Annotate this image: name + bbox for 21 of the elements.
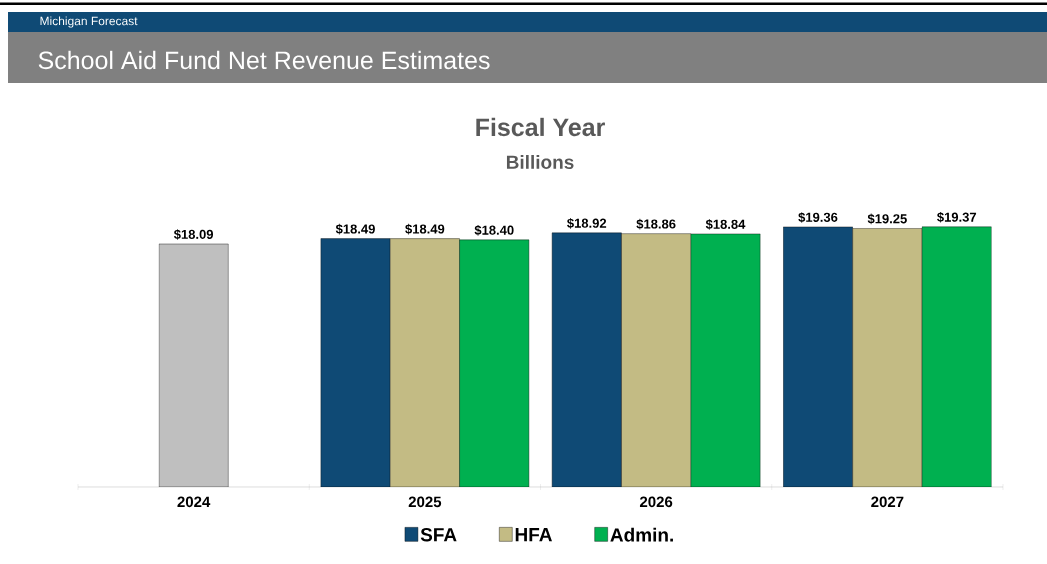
x-tick-label: 2025 <box>408 496 442 508</box>
legend-label: SFA <box>420 527 457 542</box>
data-label: $19.37 <box>937 211 977 223</box>
data-label: $19.36 <box>798 212 838 223</box>
data-label: $19.25 <box>867 213 907 225</box>
legend-label: HFA <box>515 528 552 542</box>
x-tick-label: 2026 <box>639 496 673 508</box>
chart-title: School Aid Fund Net Revenue Estimates <box>38 50 490 70</box>
text: Michigan Forecast <box>40 16 138 28</box>
data-label: $18.84 <box>705 219 746 230</box>
chart-subtitle: Fiscal Year <box>476 117 605 137</box>
data-label: $18.09 <box>173 229 214 240</box>
data-label: $18.86 <box>636 218 676 230</box>
data-label: $18.49 <box>405 223 445 235</box>
x-tick-label: 2027 <box>871 496 904 508</box>
text: Billions <box>506 155 574 169</box>
data-label: $18.49 <box>335 223 375 235</box>
x-tick-label: 2024 <box>177 496 211 508</box>
legend-label: Admin. <box>610 527 673 542</box>
data-label: $18.40 <box>474 225 514 236</box>
data-label: $18.92 <box>567 218 607 229</box>
